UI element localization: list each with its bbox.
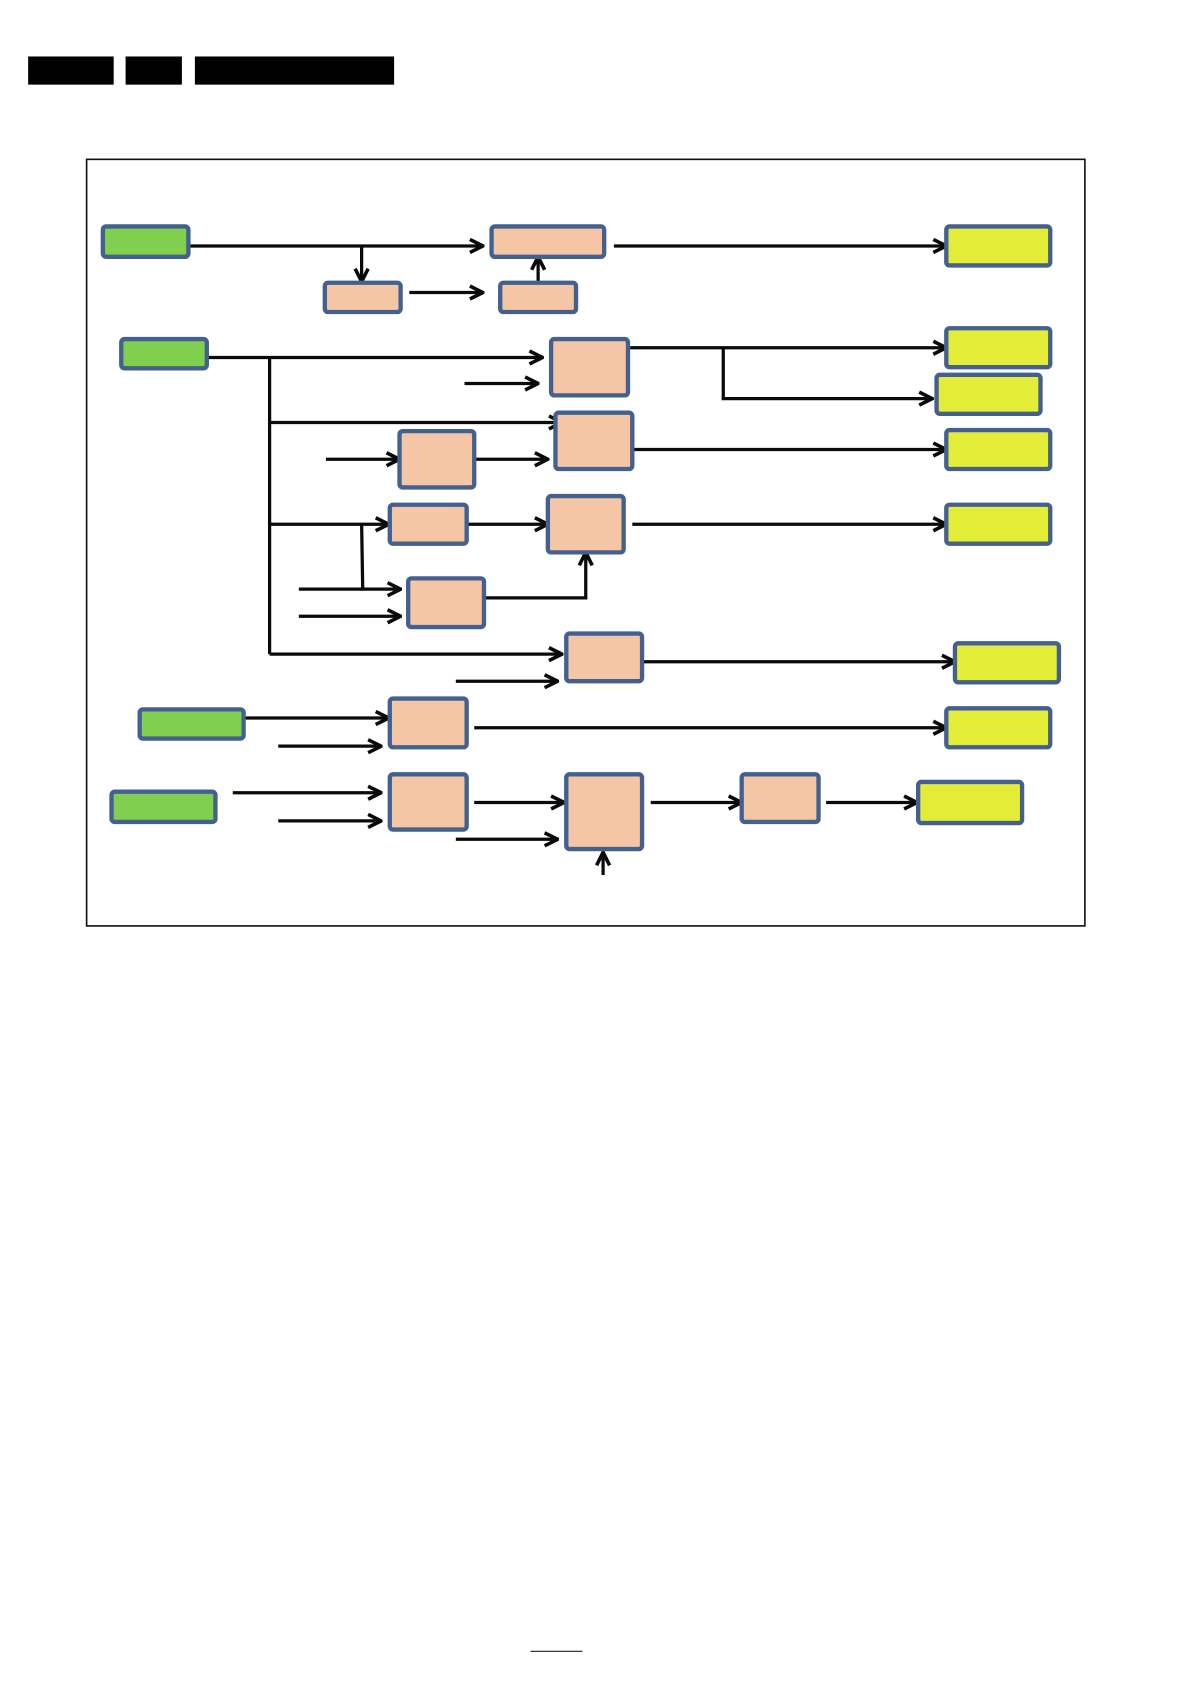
- process-block-2: [322, 280, 403, 315]
- arrow-21: [483, 552, 586, 600]
- header-bar-3: [194, 56, 395, 85]
- output-block-7: [944, 706, 1053, 750]
- output-block-1: [944, 224, 1053, 268]
- process-block-9: [406, 576, 487, 630]
- process-block-6: [397, 428, 477, 490]
- process-block-4: [548, 336, 631, 398]
- input-block-1: [100, 224, 191, 259]
- process-block-7: [387, 502, 469, 546]
- output-block-4: [944, 427, 1053, 472]
- process-block-5: [553, 410, 635, 472]
- output-block-8: [915, 779, 1025, 826]
- process-block-10: [564, 631, 645, 684]
- process-block-13: [564, 772, 645, 852]
- process-block-3: [498, 280, 579, 315]
- blocks: [100, 224, 1062, 852]
- process-block-8: [545, 493, 626, 555]
- output-block-6: [952, 641, 1062, 685]
- header-bar-1: [28, 56, 114, 85]
- line-16: [360, 524, 365, 590]
- input-block-2: [119, 336, 209, 371]
- header-redaction-bars: [28, 56, 395, 85]
- process-block-14: [739, 772, 821, 825]
- diagram-frame: [85, 158, 1086, 927]
- header-bar-2: [125, 56, 182, 85]
- output-block-5: [944, 502, 1053, 546]
- output-block-3: [934, 372, 1043, 416]
- input-block-4: [109, 789, 218, 825]
- process-block-11: [387, 696, 469, 750]
- input-block-3: [137, 707, 246, 741]
- arrow-11: [721, 347, 932, 399]
- process-block-12: [387, 772, 469, 832]
- output-block-2: [944, 326, 1053, 370]
- connectors: [189, 246, 954, 876]
- process-block-1: [489, 224, 607, 259]
